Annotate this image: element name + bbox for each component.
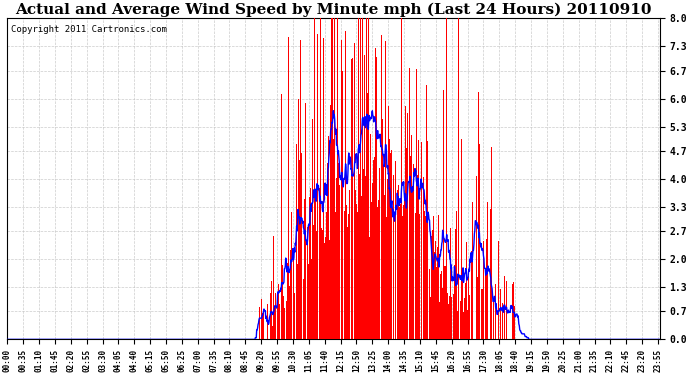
Text: Copyright 2011 Cartronics.com: Copyright 2011 Cartronics.com — [10, 25, 166, 34]
Title: Actual and Average Wind Speed by Minute mph (Last 24 Hours) 20110910: Actual and Average Wind Speed by Minute … — [15, 3, 652, 17]
